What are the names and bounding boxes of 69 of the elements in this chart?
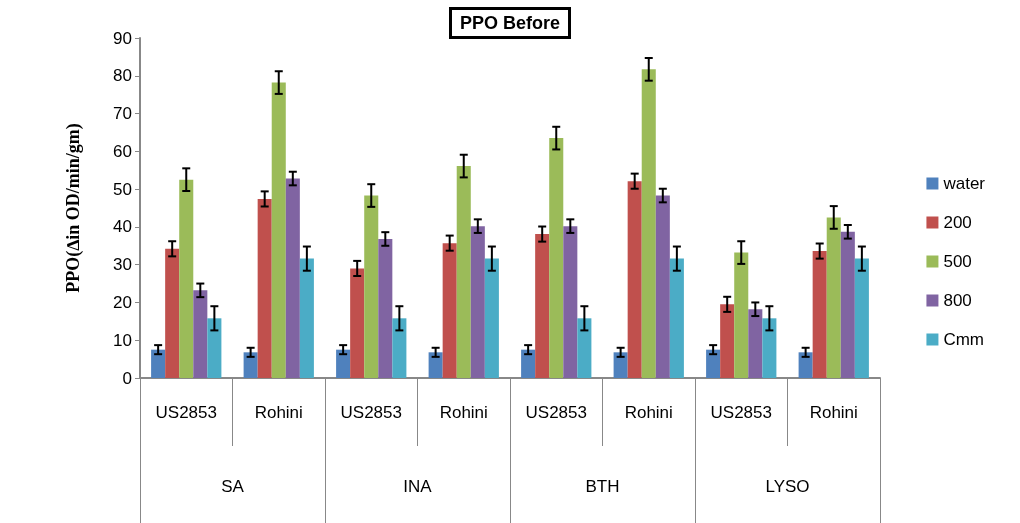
y-tick-label: 50 [113,179,132,199]
bar [641,69,656,378]
y-tick-label: 40 [113,217,132,237]
y-tick-label: 0 [122,368,132,388]
x-tick-label: Rohini [809,403,858,422]
y-tick-label: 20 [113,292,132,312]
bar [470,226,485,378]
y-tick-label: 30 [113,255,132,275]
bar [840,231,855,378]
bar [521,349,536,378]
bar [577,318,592,378]
bar [535,234,550,378]
x-tick-label: US2853 [340,403,402,422]
bar [627,181,642,378]
y-axis-title: PPO(∆in OD/min/gm) [63,123,84,293]
bar [428,352,443,378]
text: BTH [585,477,620,496]
bar [456,166,471,378]
x-tick-label: Rohini [439,403,488,422]
y-tick-label: 70 [113,104,132,124]
bar [484,258,499,378]
bar [392,318,407,378]
chart-title: PPO Before [459,13,561,33]
legend-label: Cmm [943,330,985,349]
bar [243,352,258,378]
bar [336,349,351,378]
bar [378,238,393,378]
bar [655,195,670,378]
bar [179,179,194,378]
bar [207,318,222,378]
bar [193,290,208,378]
x-tick-label: US2853 [710,403,772,422]
y-tick-label: 90 [113,28,132,48]
bar [613,352,628,378]
bar [285,178,300,378]
bar [364,195,379,378]
bar [151,349,166,378]
bar [165,248,180,378]
text: SA [221,477,245,496]
bar [271,82,286,378]
y-tick-label: 80 [113,66,132,86]
legend-label: 200 [943,213,972,232]
y-tick-label: 10 [113,330,132,350]
x-tick-label: US2853 [525,403,587,422]
bar [854,258,869,378]
x-tick-label: US2853 [155,403,217,422]
bar [257,198,272,378]
legend-label: water [942,174,986,193]
y-tick-label: 60 [113,141,132,161]
bar [826,217,841,378]
bar [350,268,365,378]
bar [669,258,684,378]
bar [748,309,763,378]
bar [798,352,813,378]
bar [563,226,578,378]
x-tick-label: Rohini [624,403,673,422]
bar [762,318,777,378]
bar [706,349,721,378]
text: LYSO [765,477,810,496]
bar [812,251,827,378]
bar [720,304,735,378]
bar [299,258,314,378]
bar [442,243,457,378]
legend-label: 800 [943,291,972,310]
text: INA [403,477,433,496]
bar [549,138,564,378]
legend-label: 500 [943,252,972,271]
x-tick-label: Rohini [254,403,303,422]
bar [734,252,749,378]
